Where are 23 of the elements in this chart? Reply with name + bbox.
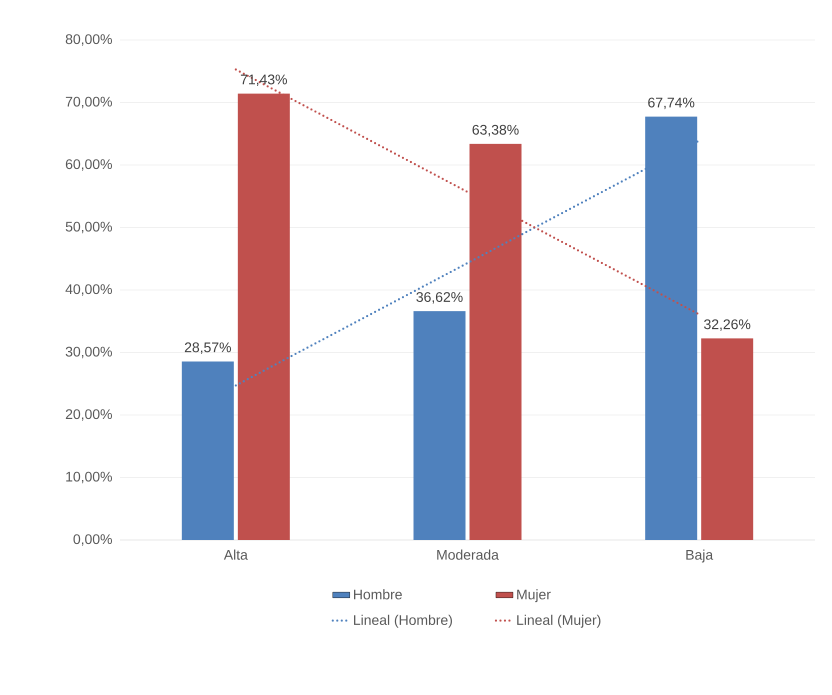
y-tick-label: 20,00% — [66, 409, 112, 421]
y-tick-label: 50,00% — [66, 222, 112, 234]
y-tick-label: 80,00% — [66, 34, 112, 46]
legend-label: Mujer — [517, 589, 551, 602]
x-tick-label: Baja — [686, 550, 714, 563]
y-tick-label: 30,00% — [66, 346, 112, 358]
y-tick-label: 10,00% — [66, 472, 112, 484]
bar — [414, 311, 466, 540]
x-tick-label: Alta — [224, 550, 248, 560]
y-tick-label: 40,00% — [65, 284, 112, 296]
data-label: 28,57% — [184, 342, 231, 354]
data-label: 63,38% — [472, 124, 519, 136]
y-tick-label: 60,00% — [66, 159, 112, 171]
legend-label: Lineal (Mujer) — [517, 614, 600, 628]
y-tick-label: 0,00% — [73, 534, 112, 546]
legend-label: Hombre — [354, 589, 402, 600]
data-label: 36,62% — [416, 292, 463, 304]
y-tick-label: 70,00% — [66, 96, 112, 108]
data-label: 67,74% — [648, 98, 694, 110]
data-label: 32,26% — [704, 319, 750, 331]
bar — [701, 338, 754, 540]
x-tick-label: Moderada — [437, 550, 499, 560]
legend-label: Lineal (Hombre) — [354, 614, 452, 628]
